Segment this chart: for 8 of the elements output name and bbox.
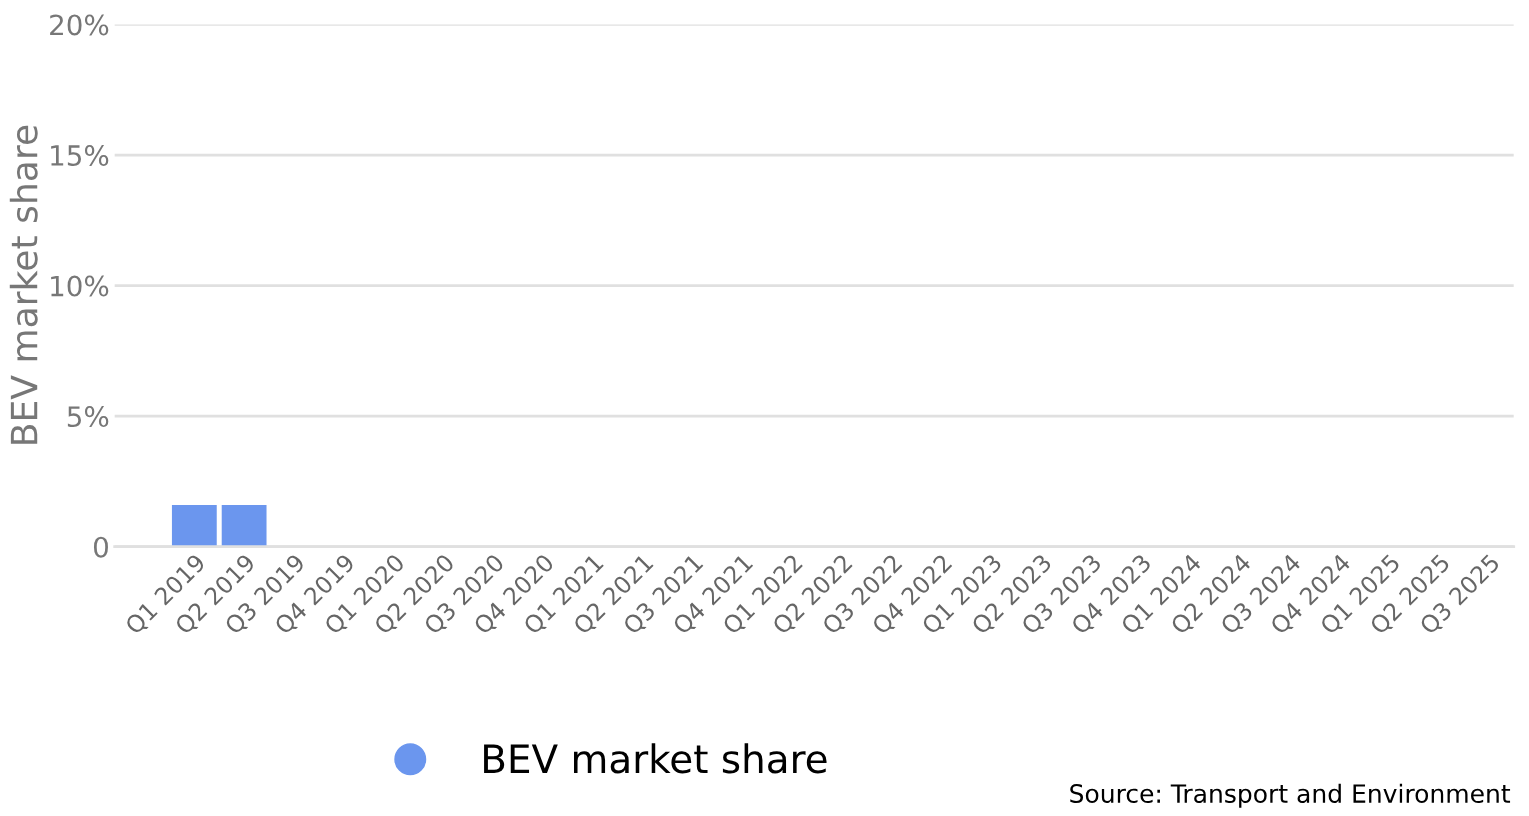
y-tick-label: 0 bbox=[93, 536, 108, 558]
y-axis-title: BEV market share bbox=[9, 125, 38, 444]
y-tick-label: 5% bbox=[67, 406, 109, 428]
legend-label: BEV market share bbox=[484, 743, 827, 774]
y-tick-label: 20% bbox=[50, 14, 109, 36]
source-note: Source: Transport and Environment bbox=[1070, 783, 1511, 808]
y-tick-label: 10% bbox=[51, 275, 109, 297]
y-tick-label: 15% bbox=[51, 144, 109, 166]
